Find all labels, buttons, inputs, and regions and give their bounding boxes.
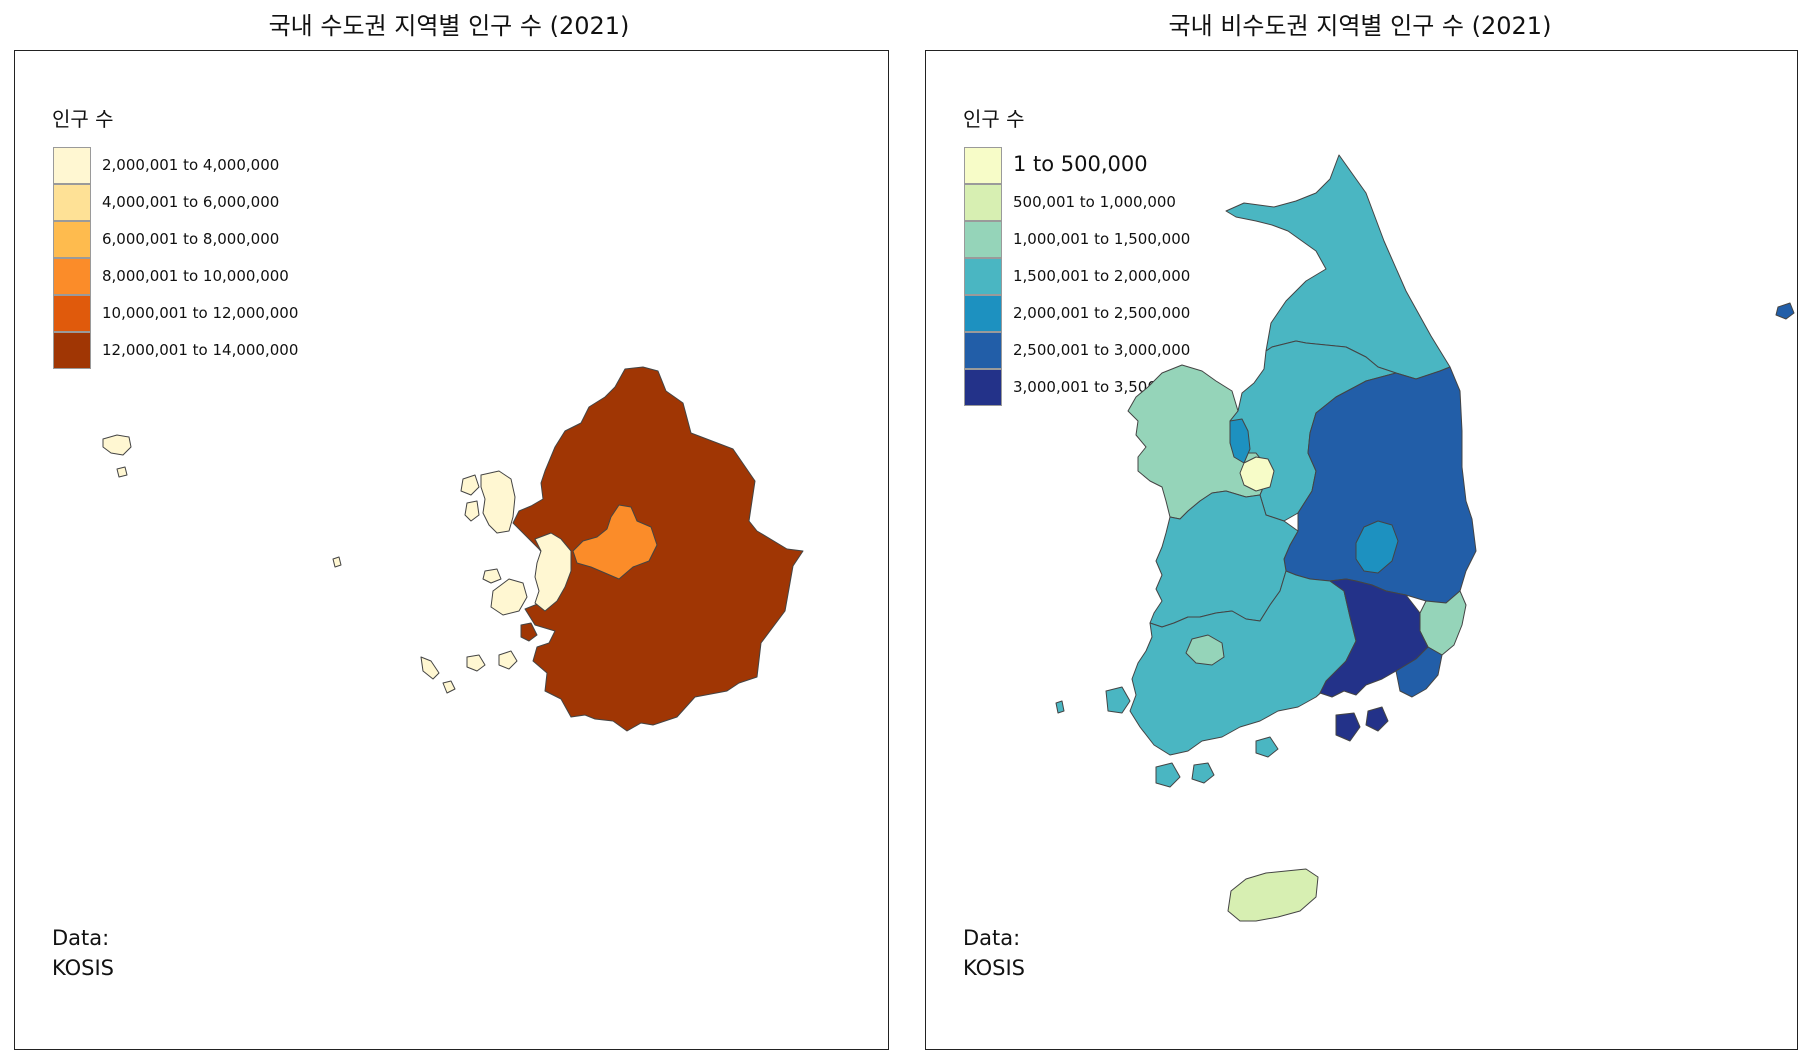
legend-swatch <box>964 258 1002 295</box>
region-gyeonggi <box>512 366 804 732</box>
region-incheon <box>534 532 572 612</box>
left-caption-line2: KOSIS <box>52 956 115 980</box>
legend-label: 10,000,001 to 12,000,000 <box>102 304 299 322</box>
legend-label: 8,000,001 to 10,000,000 <box>102 267 289 285</box>
region-jeonnam-islands-2 <box>1155 762 1181 788</box>
right-caption-line2: KOSIS <box>963 956 1026 980</box>
legend-swatch <box>53 258 91 295</box>
region-incheon-ganghwa <box>480 470 516 534</box>
right-map-panel: 인구 수 1 to 500,000 500,001 to 1,000,000 1,0… <box>925 50 1798 1050</box>
left-caption-line1: Data: <box>52 926 110 950</box>
region-incheon-island-2 <box>464 500 480 522</box>
legend-swatch <box>964 184 1002 221</box>
region-daegu <box>1355 520 1399 574</box>
region-incheon-island-1 <box>460 474 480 496</box>
right-map-svg <box>1055 154 1795 922</box>
legend-label: 1 to 500,000 <box>1013 152 1148 176</box>
region-daejeon <box>1239 456 1275 492</box>
region-gangwon <box>1225 154 1451 380</box>
right-caption-line1: Data: <box>963 926 1021 950</box>
region-gwangju <box>1185 634 1225 666</box>
region-seoul <box>572 504 658 580</box>
legend-swatch <box>964 147 1002 184</box>
region-gyeongnam-islands <box>1335 712 1361 742</box>
legend-swatch <box>964 332 1002 369</box>
legend-swatch <box>964 221 1002 258</box>
region-sejong <box>1229 418 1251 464</box>
region-incheon-island-7 <box>442 680 456 694</box>
region-jeonnam-islands-3 <box>1191 762 1215 784</box>
legend-label: 500,001 to 1,000,000 <box>1013 193 1176 211</box>
region-busan <box>1395 646 1443 698</box>
legend-label: 2,500,001 to 3,000,000 <box>1013 341 1191 359</box>
region-gyeongbuk-ulleungdo <box>1775 302 1795 320</box>
right-map-title: 국내 비수도권 지역별 인구 수 (2021) <box>1168 12 1552 40</box>
legend-label: 12,000,001 to 14,000,000 <box>102 341 299 359</box>
region-jeonnam-islands-4 <box>1255 736 1279 758</box>
legend-swatch <box>53 184 91 221</box>
region-jeonnam-islands-5 <box>1055 700 1065 714</box>
region-jeju <box>1227 868 1319 922</box>
right-legend-title: 인구 수 <box>963 107 1025 131</box>
left-legend-title: 인구 수 <box>52 107 114 131</box>
region-incheon-island-5 <box>466 654 486 672</box>
legend-swatch <box>53 295 91 332</box>
region-incheon-island-3 <box>482 568 502 584</box>
region-gyeonggi-fragment <box>520 622 538 642</box>
region-incheon-island-10 <box>332 556 342 568</box>
legend-swatch <box>53 147 91 184</box>
legend-label: 6,000,001 to 8,000,000 <box>102 230 280 248</box>
legend-swatch <box>53 221 91 258</box>
legend-label: 2,000,001 to 4,000,000 <box>102 156 280 174</box>
legend-swatch <box>964 295 1002 332</box>
region-incheon-island-6 <box>420 656 440 680</box>
region-incheon-yeongjong <box>490 578 528 616</box>
left-map-svg <box>102 366 804 732</box>
legend-label: 4,000,001 to 6,000,000 <box>102 193 280 211</box>
left-map-title: 국내 수도권 지역별 인구 수 (2021) <box>268 12 630 40</box>
region-incheon-island-4 <box>498 650 518 670</box>
legend-label: 1,000,001 to 1,500,000 <box>1013 230 1191 248</box>
region-incheon-island-9 <box>116 466 128 478</box>
legend-swatch <box>964 369 1002 406</box>
legend-label: 2,000,001 to 2,500,000 <box>1013 304 1191 322</box>
region-jeonnam-islands-1 <box>1105 686 1131 714</box>
region-gyeongnam-islands-2 <box>1365 706 1389 732</box>
region-incheon-island-8 <box>102 434 132 456</box>
legend-swatch <box>53 332 91 369</box>
left-map-panel: 인구 수 2,000,001 to 4,000,000 4,000,001 to … <box>14 50 889 1050</box>
legend-label: 1,500,001 to 2,000,000 <box>1013 267 1191 285</box>
